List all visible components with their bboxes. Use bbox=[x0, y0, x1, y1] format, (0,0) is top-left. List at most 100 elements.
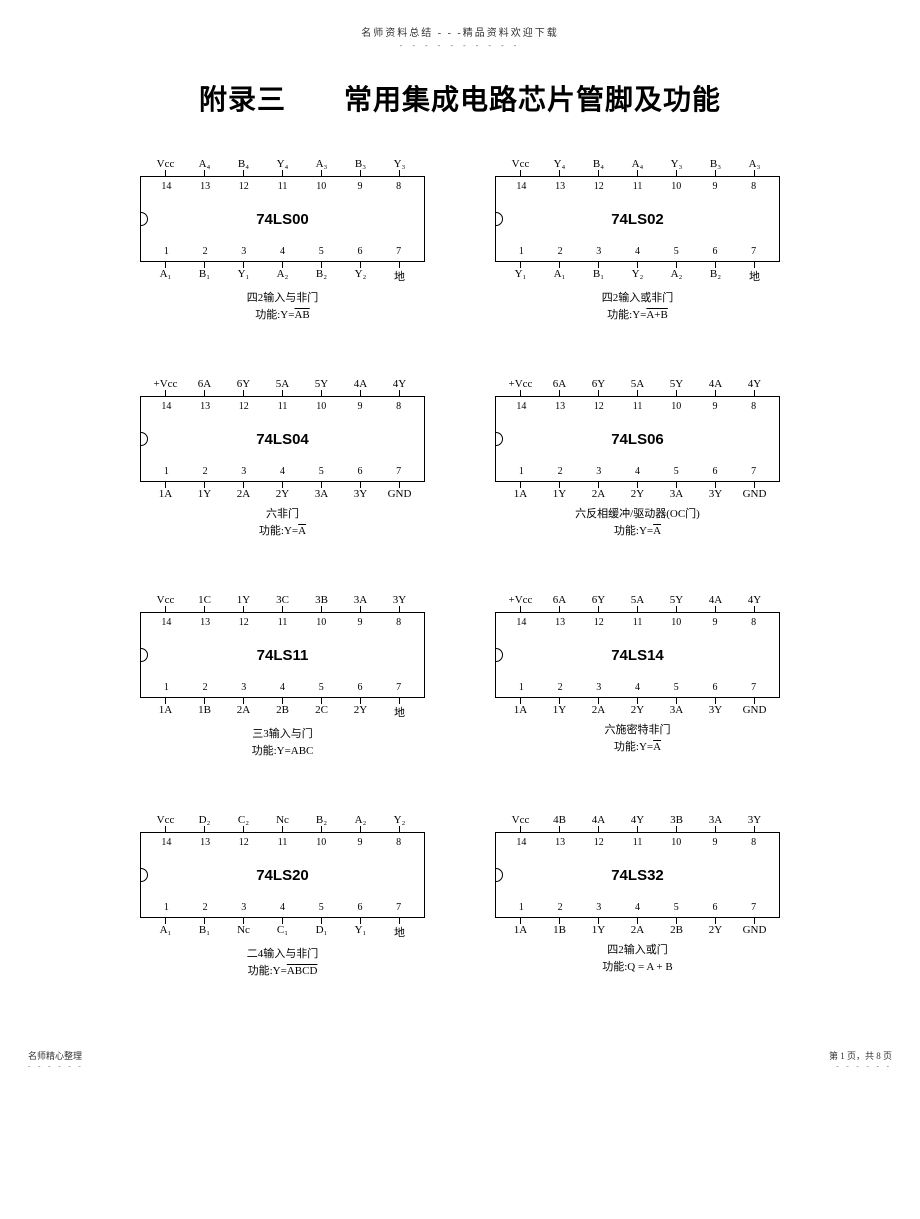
desc-line2: 功能:Y=A+B bbox=[495, 307, 780, 324]
chip-name-label: 74LS11 bbox=[147, 647, 418, 664]
notch-icon bbox=[489, 212, 503, 226]
top-pin-nums: 141312111098 bbox=[502, 401, 773, 412]
chip-desc: 六反相缓冲/驱动器(OC门)功能:Y=A bbox=[495, 506, 780, 539]
chip-74LS04: +Vcc6A6Y5A5Y4A4Y 141312111098 74LS04 123456… bbox=[140, 378, 425, 539]
bottom-pin-nums: 1234567 bbox=[147, 246, 418, 257]
chip-name-label: 74LS20 bbox=[147, 867, 418, 884]
chip-body: 141312111098 74LS20 1234567 bbox=[140, 832, 425, 918]
desc-line2: 功能:Y=AB bbox=[140, 307, 425, 324]
footer-right-dots: - - - - - - bbox=[829, 1062, 892, 1070]
top-pin-nums: 141312111098 bbox=[147, 401, 418, 412]
chip-body: 141312111098 74LS04 1234567 bbox=[140, 396, 425, 482]
main-title: 附录三 常用集成电路芯片管脚及功能 bbox=[0, 78, 920, 118]
chip-body: 141312111098 74LS06 1234567 bbox=[495, 396, 780, 482]
top-pin-nums: 141312111098 bbox=[502, 617, 773, 628]
chip-desc: 四2输入或门功能:Q = A + B bbox=[495, 942, 780, 975]
header-text: 名师资料总结 - - -精品资料欢迎下载 bbox=[0, 24, 920, 39]
chip-74LS00: VccA₄B₄Y₄A₃B₃Y₃ 141312111098 74LS00 1234567… bbox=[140, 158, 425, 323]
top-pin-nums: 141312111098 bbox=[147, 181, 418, 192]
desc-line1: 四2输入或门 bbox=[495, 942, 780, 959]
bottom-pin-nums: 1234567 bbox=[502, 682, 773, 693]
chip-desc: 二4输入与非门功能:Y=ABCD bbox=[140, 946, 425, 979]
chip-desc: 六施密特非门功能:Y=A bbox=[495, 722, 780, 755]
chip-name-label: 74LS14 bbox=[502, 647, 773, 664]
chip-74LS14: +Vcc6A6Y5A5Y4A4Y 141312111098 74LS14 123456… bbox=[495, 594, 780, 759]
desc-line2: 功能:Y=A bbox=[140, 523, 425, 540]
page-header: 名师资料总结 - - -精品资料欢迎下载 - - - - - - - - - - bbox=[0, 0, 920, 50]
footer-left: 名师精心整理 - - - - - - bbox=[28, 1049, 84, 1070]
footer-left-dots: - - - - - - bbox=[28, 1062, 84, 1070]
footer-left-text: 名师精心整理 bbox=[28, 1049, 84, 1062]
notch-icon bbox=[134, 648, 148, 662]
top-labels: +Vcc6A6Y5A5Y4A4Y bbox=[495, 378, 780, 390]
top-labels: Vcc4B4A4Y3B3A3Y bbox=[495, 814, 780, 826]
footer-right-text: 第 1 页，共 8 页 bbox=[829, 1049, 892, 1062]
bottom-labels: 1A1Y2A2Y3A3YGND bbox=[495, 488, 780, 500]
desc-line1: 六非门 bbox=[140, 506, 425, 523]
desc-line1: 六反相缓冲/驱动器(OC门) bbox=[495, 506, 780, 523]
notch-icon bbox=[134, 212, 148, 226]
page-footer: 名师精心整理 - - - - - - 第 1 页，共 8 页 - - - - -… bbox=[0, 1039, 920, 1090]
chip-desc: 三3输入与门功能:Y=ABC bbox=[140, 726, 425, 759]
chip-name-label: 74LS02 bbox=[502, 211, 773, 228]
desc-line2: 功能:Y=ABCD bbox=[140, 963, 425, 980]
chip-74LS20: VccD₂C₂NcB₂A₂Y₂ 141312111098 74LS20 1234567… bbox=[140, 814, 425, 979]
chip-desc: 六非门功能:Y=A bbox=[140, 506, 425, 539]
bottom-labels: A₁B₁Y₁A₂B₂Y₂地 bbox=[140, 268, 425, 284]
desc-line2: 功能:Y=A bbox=[495, 523, 780, 540]
bottom-pin-nums: 1234567 bbox=[502, 466, 773, 477]
chip-body: 141312111098 74LS00 1234567 bbox=[140, 176, 425, 262]
notch-icon bbox=[489, 868, 503, 882]
top-pin-nums: 141312111098 bbox=[502, 181, 773, 192]
top-pin-nums: 141312111098 bbox=[147, 837, 418, 848]
chip-body: 141312111098 74LS11 1234567 bbox=[140, 612, 425, 698]
desc-line2: 功能:Q = A + B bbox=[495, 959, 780, 976]
bottom-pin-nums: 1234567 bbox=[502, 246, 773, 257]
bottom-labels: 1A1Y2A2Y3A3YGND bbox=[140, 488, 425, 500]
header-dots: - - - - - - - - - - bbox=[0, 41, 920, 50]
chip-body: 141312111098 74LS32 1234567 bbox=[495, 832, 780, 918]
bottom-pin-nums: 1234567 bbox=[147, 466, 418, 477]
chip-body: 141312111098 74LS02 1234567 bbox=[495, 176, 780, 262]
chip-74LS32: Vcc4B4A4Y3B3A3Y 141312111098 74LS32 1234567… bbox=[495, 814, 780, 979]
chip-name-label: 74LS32 bbox=[502, 867, 773, 884]
notch-icon bbox=[489, 432, 503, 446]
top-pin-nums: 141312111098 bbox=[502, 837, 773, 848]
top-pin-nums: 141312111098 bbox=[147, 617, 418, 628]
top-labels: VccA₄B₄Y₄A₃B₃Y₃ bbox=[140, 158, 425, 170]
desc-line1: 四2输入或非门 bbox=[495, 290, 780, 307]
chip-body: 141312111098 74LS14 1234567 bbox=[495, 612, 780, 698]
chip-74LS11: Vcc1C1Y3C3B3A3Y 141312111098 74LS11 1234567… bbox=[140, 594, 425, 759]
top-labels: VccY₄B₄A₄Y₃B₃A₃ bbox=[495, 158, 780, 170]
top-labels: Vcc1C1Y3C3B3A3Y bbox=[140, 594, 425, 606]
notch-icon bbox=[134, 868, 148, 882]
bottom-labels: 1A1Y2A2Y3A3YGND bbox=[495, 704, 780, 716]
chip-name-label: 74LS00 bbox=[147, 211, 418, 228]
top-labels: +Vcc6A6Y5A5Y4A4Y bbox=[140, 378, 425, 390]
bottom-pin-nums: 1234567 bbox=[147, 902, 418, 913]
bottom-pin-nums: 1234567 bbox=[147, 682, 418, 693]
bottom-labels: 1A1B2A2B2C2Y地 bbox=[140, 704, 425, 720]
desc-line1: 二4输入与非门 bbox=[140, 946, 425, 963]
desc-line2: 功能:Y=ABC bbox=[140, 743, 425, 760]
bottom-pin-nums: 1234567 bbox=[502, 902, 773, 913]
top-labels: +Vcc6A6Y5A5Y4A4Y bbox=[495, 594, 780, 606]
bottom-labels: Y₁A₁B₁Y₂A₂B₂地 bbox=[495, 268, 780, 284]
footer-right: 第 1 页，共 8 页 - - - - - - bbox=[829, 1049, 892, 1070]
chip-grid: VccA₄B₄Y₄A₃B₃Y₃ 141312111098 74LS00 1234567… bbox=[140, 158, 780, 979]
chip-name-label: 74LS06 bbox=[502, 431, 773, 448]
desc-line2: 功能:Y=A bbox=[495, 739, 780, 756]
chip-74LS02: VccY₄B₄A₄Y₃B₃A₃ 141312111098 74LS02 1234567… bbox=[495, 158, 780, 323]
chip-name-label: 74LS04 bbox=[147, 431, 418, 448]
chip-desc: 四2输入与非门功能:Y=AB bbox=[140, 290, 425, 323]
desc-line1: 六施密特非门 bbox=[495, 722, 780, 739]
top-labels: VccD₂C₂NcB₂A₂Y₂ bbox=[140, 814, 425, 826]
chip-desc: 四2输入或非门功能:Y=A+B bbox=[495, 290, 780, 323]
chip-74LS06: +Vcc6A6Y5A5Y4A4Y 141312111098 74LS06 123456… bbox=[495, 378, 780, 539]
desc-line1: 三3输入与门 bbox=[140, 726, 425, 743]
desc-line1: 四2输入与非门 bbox=[140, 290, 425, 307]
notch-icon bbox=[489, 648, 503, 662]
bottom-labels: A₁B₁NcC₁D₁Y₁地 bbox=[140, 924, 425, 940]
notch-icon bbox=[134, 432, 148, 446]
bottom-labels: 1A1B1Y2A2B2YGND bbox=[495, 924, 780, 936]
